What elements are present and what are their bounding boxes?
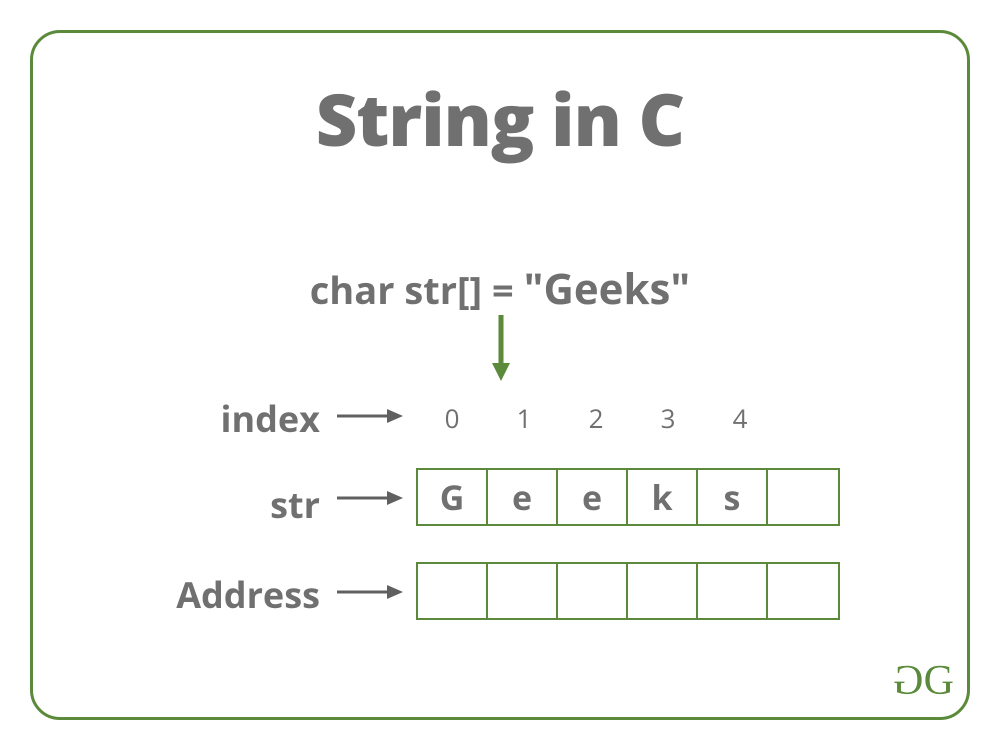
geeksforgeeks-logo: GG xyxy=(897,657,950,705)
char-cell: e xyxy=(558,470,628,524)
index-cell: 3 xyxy=(632,400,704,436)
down-arrow-icon xyxy=(491,315,511,383)
char-array-row: G e e k s xyxy=(416,468,840,526)
address-cell xyxy=(488,564,558,618)
address-cell xyxy=(698,564,768,618)
char-cell xyxy=(768,470,838,524)
arrow-address-icon xyxy=(335,580,405,604)
declaration-lhs: char str[] = xyxy=(310,264,524,316)
declaration-line: char str[] = "Geeks" xyxy=(0,260,1000,317)
index-cell: 1 xyxy=(488,400,560,436)
char-cell: s xyxy=(698,470,768,524)
label-str: str xyxy=(120,480,320,529)
char-cell: k xyxy=(628,470,698,524)
char-cell: e xyxy=(488,470,558,524)
address-cell xyxy=(558,564,628,618)
address-cell xyxy=(628,564,698,618)
page-title: String in C xyxy=(0,70,1000,168)
label-address: Address xyxy=(120,570,320,619)
index-cell: 4 xyxy=(704,400,776,436)
address-cell xyxy=(768,564,838,618)
address-row xyxy=(416,562,840,620)
index-cell xyxy=(776,400,848,436)
label-index: index xyxy=(120,394,320,443)
index-cell: 0 xyxy=(416,400,488,436)
arrow-str-icon xyxy=(335,486,405,510)
index-cell: 2 xyxy=(560,400,632,436)
arrow-index-icon xyxy=(335,404,405,428)
char-cell: G xyxy=(418,470,488,524)
address-cell xyxy=(418,564,488,618)
index-row: 0 1 2 3 4 xyxy=(416,400,848,436)
declaration-rhs: "Geeks" xyxy=(524,260,691,317)
